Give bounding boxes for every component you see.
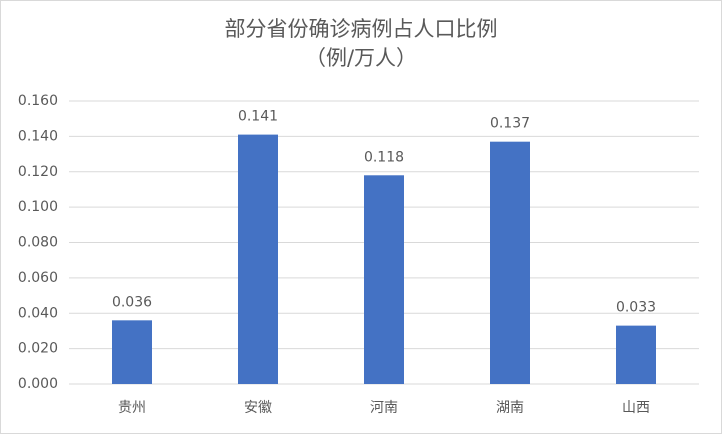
- bar: [238, 134, 278, 384]
- bar: [112, 320, 152, 384]
- bar: [490, 141, 530, 384]
- bar: [364, 175, 404, 384]
- y-tick-label: 0.120: [18, 164, 58, 180]
- data-label: 0.137: [490, 116, 530, 132]
- data-label: 0.141: [238, 109, 278, 125]
- y-tick-label: 0.100: [18, 199, 58, 215]
- bar: [616, 325, 656, 384]
- x-tick-label: 贵州: [118, 400, 146, 416]
- y-tick-label: 0.040: [18, 305, 58, 321]
- chart-subtitle: （例/万人）: [305, 46, 417, 70]
- x-tick-label: 安徽: [244, 400, 272, 416]
- data-label: 0.036: [112, 294, 152, 310]
- x-tick-label: 河南: [370, 400, 398, 416]
- data-label: 0.033: [616, 300, 656, 316]
- y-tick-label: 0.060: [18, 270, 58, 286]
- data-label: 0.118: [364, 149, 404, 165]
- chart-title: 部分省份确诊病例占人口比例: [225, 17, 498, 41]
- y-tick-label: 0.000: [18, 376, 58, 392]
- y-tick-label: 0.080: [18, 235, 58, 251]
- y-tick-label: 0.160: [18, 93, 58, 109]
- x-tick-label: 山西: [622, 400, 650, 416]
- y-tick-label: 0.020: [18, 341, 58, 357]
- y-tick-label: 0.140: [18, 128, 58, 144]
- x-tick-label: 湖南: [496, 400, 524, 416]
